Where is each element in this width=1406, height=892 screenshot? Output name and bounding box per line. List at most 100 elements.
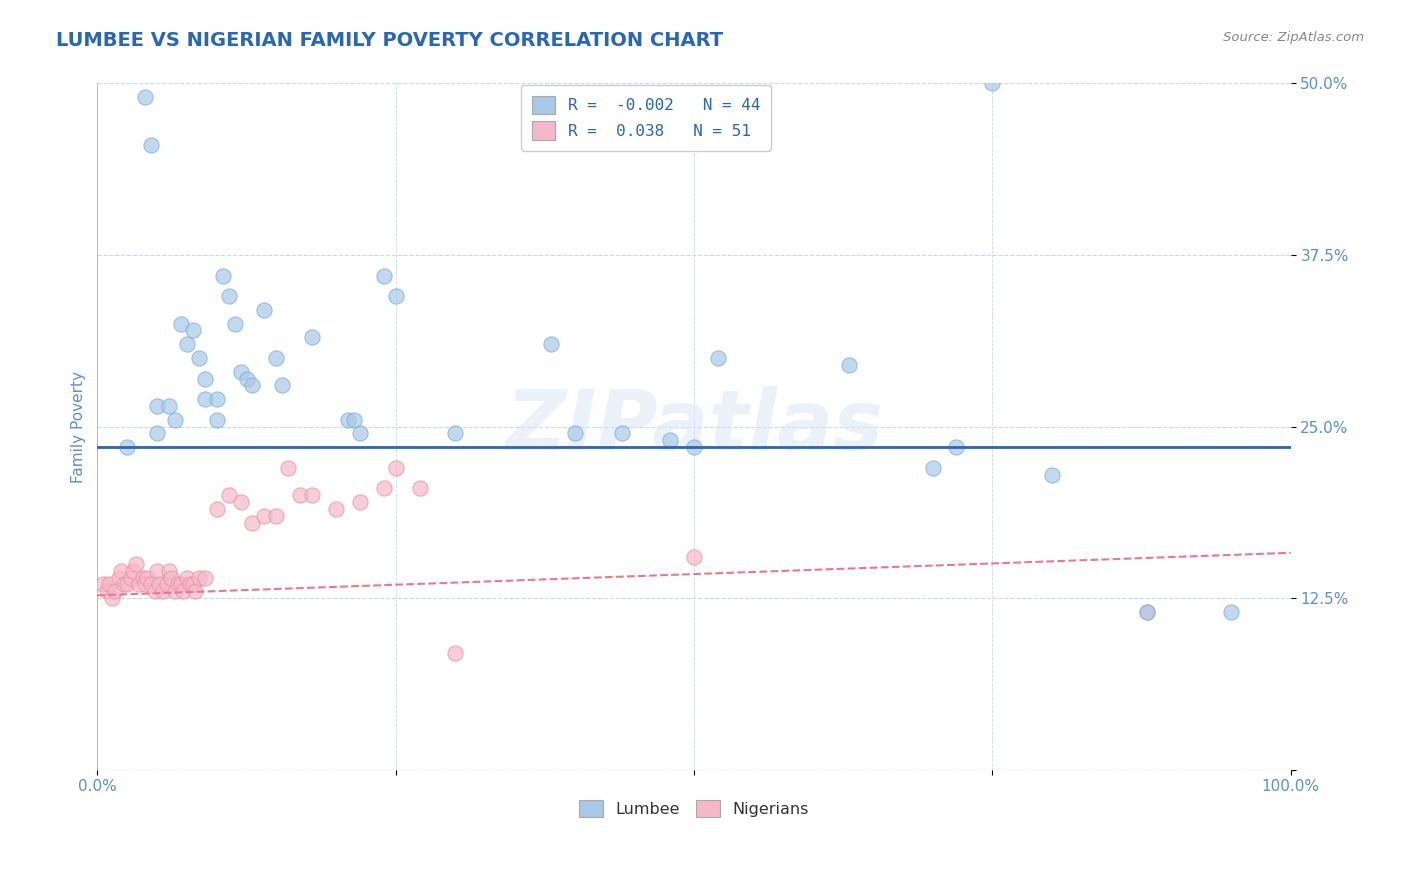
Point: [444, 646, 467, 660]
Point: [157, 399, 180, 413]
Point: [373, 481, 395, 495]
Point: [253, 508, 276, 523]
Text: Source: ZipAtlas.com: Source: ZipAtlas.com: [1223, 31, 1364, 45]
Point: [131, 570, 153, 584]
Point: [242, 378, 264, 392]
Point: [921, 460, 943, 475]
Legend: Lumbee, Nigerians: Lumbee, Nigerians: [572, 794, 815, 823]
Point: [100, 591, 122, 606]
Point: [148, 577, 170, 591]
Point: [211, 268, 233, 283]
Point: [134, 90, 156, 104]
Point: [349, 426, 371, 441]
Point: [194, 570, 217, 584]
Point: [683, 440, 706, 454]
Point: [172, 584, 194, 599]
Point: [707, 351, 730, 365]
Point: [194, 371, 217, 385]
Point: [115, 440, 138, 454]
Point: [155, 577, 177, 591]
Point: [224, 317, 246, 331]
Point: [110, 564, 132, 578]
Y-axis label: Family Poverty: Family Poverty: [72, 370, 86, 483]
Point: [205, 502, 228, 516]
Point: [176, 570, 198, 584]
Point: [1040, 467, 1063, 482]
Point: [181, 323, 204, 337]
Point: [120, 570, 142, 584]
Point: [136, 570, 159, 584]
Point: [271, 378, 294, 392]
Point: [838, 358, 860, 372]
Point: [266, 508, 288, 523]
Point: [184, 584, 207, 599]
Point: [301, 330, 323, 344]
Point: [146, 426, 169, 441]
Point: [683, 549, 706, 564]
Point: [444, 426, 467, 441]
Point: [408, 481, 430, 495]
Point: [218, 289, 240, 303]
Point: [659, 434, 682, 448]
Point: [179, 577, 201, 591]
Point: [96, 584, 118, 599]
Text: ZIPatlas: ZIPatlas: [505, 386, 883, 467]
Point: [167, 577, 190, 591]
Point: [181, 577, 204, 591]
Point: [301, 488, 323, 502]
Point: [152, 584, 174, 599]
Text: LUMBEE VS NIGERIAN FAMILY POVERTY CORRELATION CHART: LUMBEE VS NIGERIAN FAMILY POVERTY CORREL…: [56, 31, 723, 50]
Point: [139, 577, 162, 591]
Point: [290, 488, 312, 502]
Point: [229, 495, 252, 509]
Point: [143, 584, 166, 599]
Point: [384, 289, 406, 303]
Point: [146, 564, 169, 578]
Point: [163, 412, 186, 426]
Point: [235, 371, 257, 385]
Point: [176, 337, 198, 351]
Point: [112, 577, 135, 591]
Point: [170, 317, 193, 331]
Point: [98, 577, 121, 591]
Point: [170, 577, 193, 591]
Point: [163, 584, 186, 599]
Point: [384, 460, 406, 475]
Point: [124, 557, 146, 571]
Point: [266, 351, 288, 365]
Point: [128, 577, 150, 591]
Point: [229, 365, 252, 379]
Point: [1136, 605, 1159, 619]
Point: [146, 399, 169, 413]
Point: [115, 577, 138, 591]
Point: [349, 495, 371, 509]
Point: [1136, 605, 1159, 619]
Point: [134, 577, 156, 591]
Point: [187, 570, 209, 584]
Point: [540, 337, 562, 351]
Point: [325, 502, 347, 516]
Point: [139, 138, 162, 153]
Point: [160, 570, 183, 584]
Point: [373, 268, 395, 283]
Point: [104, 584, 127, 599]
Point: [612, 426, 634, 441]
Point: [91, 577, 114, 591]
Point: [205, 392, 228, 406]
Point: [277, 460, 299, 475]
Point: [108, 570, 131, 584]
Point: [218, 488, 240, 502]
Point: [945, 440, 967, 454]
Point: [242, 516, 264, 530]
Point: [343, 412, 366, 426]
Point: [1219, 605, 1241, 619]
Point: [194, 392, 217, 406]
Point: [187, 351, 209, 365]
Point: [253, 302, 276, 317]
Point: [336, 412, 359, 426]
Point: [981, 77, 1004, 91]
Point: [205, 412, 228, 426]
Point: [122, 564, 145, 578]
Point: [564, 426, 586, 441]
Point: [157, 564, 180, 578]
